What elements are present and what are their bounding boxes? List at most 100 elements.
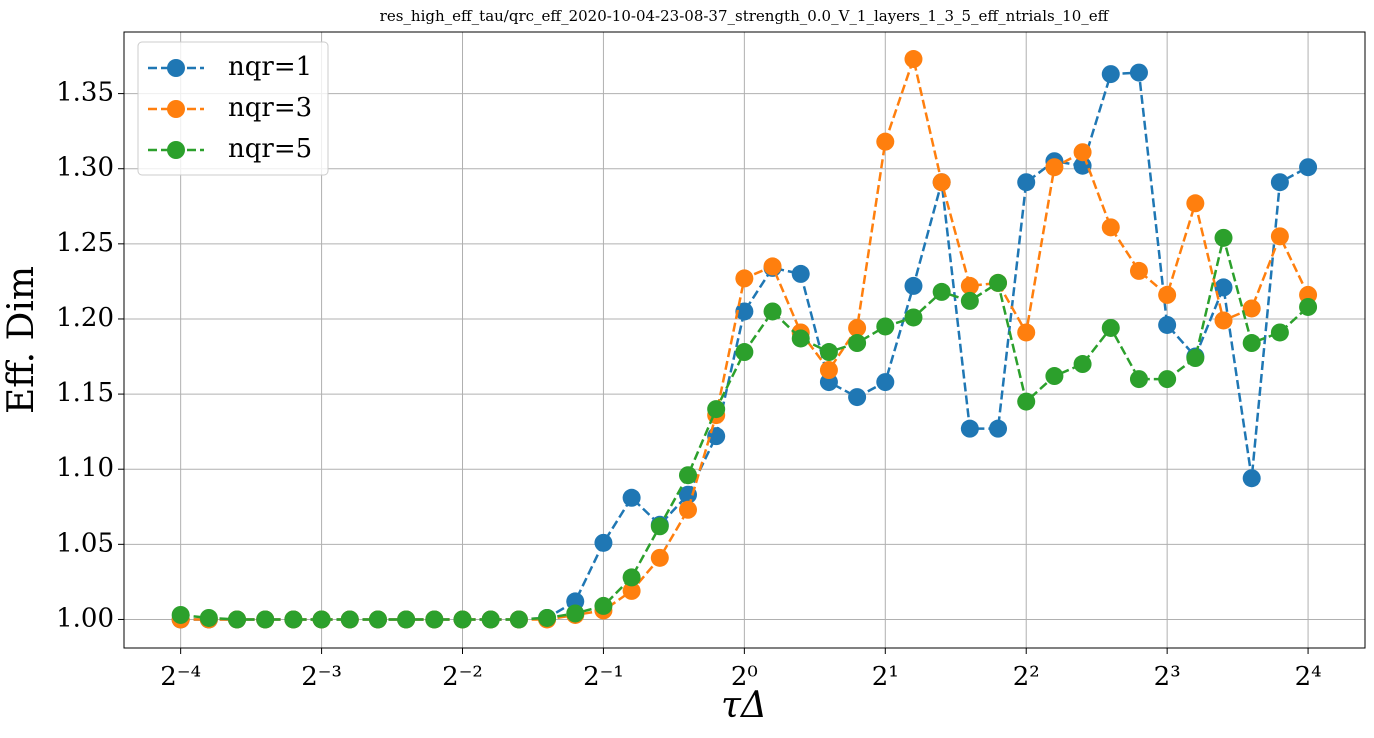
marker: [876, 317, 895, 336]
marker: [763, 302, 782, 321]
x-tick-label: 2⁻¹: [583, 662, 624, 692]
marker: [819, 361, 838, 380]
marker: [1045, 367, 1064, 386]
marker: [989, 273, 1008, 292]
marker: [340, 610, 359, 629]
marker: [171, 605, 190, 624]
marker: [622, 488, 641, 507]
marker: [678, 466, 697, 485]
x-tick-label: 2³: [1154, 662, 1181, 692]
marker: [1017, 392, 1036, 411]
marker: [848, 318, 867, 337]
x-tick-label: 2⁰: [731, 662, 758, 692]
marker: [1214, 228, 1233, 247]
marker: [932, 282, 951, 301]
marker: [453, 610, 472, 629]
y-tick-label: 1.05: [56, 528, 114, 558]
marker: [763, 257, 782, 276]
marker: [1242, 334, 1261, 353]
marker: [1073, 143, 1092, 162]
marker: [1045, 158, 1064, 177]
marker: [960, 276, 979, 295]
marker: [622, 581, 641, 600]
marker: [397, 610, 416, 629]
marker: [1186, 349, 1205, 368]
marker: [960, 291, 979, 310]
marker: [509, 610, 528, 629]
marker: [312, 610, 331, 629]
marker: [1242, 469, 1261, 488]
marker: [650, 517, 669, 536]
marker: [1299, 297, 1318, 316]
y-tick-label: 1.10: [56, 453, 114, 483]
marker: [876, 132, 895, 151]
marker: [1017, 173, 1036, 192]
marker: [228, 610, 247, 629]
x-tick-label: 2¹: [872, 662, 899, 692]
marker: [904, 276, 923, 295]
marker: [1214, 278, 1233, 297]
marker: [707, 427, 726, 446]
marker: [1214, 311, 1233, 330]
marker: [1073, 355, 1092, 374]
marker: [1186, 194, 1205, 213]
x-tick-label: 2⁻⁴: [160, 662, 201, 692]
marker: [678, 485, 697, 504]
marker: [594, 596, 613, 615]
x-axis-label: τΔ: [721, 685, 767, 726]
marker: [819, 343, 838, 362]
marker: [199, 608, 218, 627]
marker: [735, 302, 754, 321]
marker: [1158, 370, 1177, 389]
y-tick-label: 1.00: [56, 603, 114, 633]
marker: [1158, 315, 1177, 334]
legend-marker: [167, 59, 185, 77]
x-tick-label: 2⁻³: [301, 662, 342, 692]
marker: [707, 400, 726, 419]
marker: [848, 334, 867, 353]
legend-marker: [167, 141, 185, 159]
y-tick-label: 1.15: [56, 378, 114, 408]
marker: [1270, 227, 1289, 246]
marker: [791, 264, 810, 283]
x-tick-label: 2⁻²: [442, 662, 483, 692]
marker: [735, 343, 754, 362]
legend-label: nqr=5: [228, 134, 312, 164]
x-tick-label: 2⁴: [1295, 662, 1322, 692]
marker: [481, 610, 500, 629]
marker: [1158, 285, 1177, 304]
marker: [1270, 323, 1289, 342]
legend-label: nqr=3: [228, 93, 312, 123]
marker: [1017, 323, 1036, 342]
marker: [904, 308, 923, 327]
chart-title: res_high_eff_tau/qrc_eff_2020-10-04-23-0…: [380, 7, 1110, 25]
marker: [256, 610, 275, 629]
legend-label: nqr=1: [228, 52, 312, 82]
x-tick-label: 2²: [1013, 662, 1040, 692]
marker: [1129, 261, 1148, 280]
marker: [735, 269, 754, 288]
marker: [876, 373, 895, 392]
marker: [1101, 65, 1120, 84]
marker: [1129, 370, 1148, 389]
marker: [791, 329, 810, 348]
marker: [1270, 173, 1289, 192]
marker: [989, 419, 1008, 438]
marker: [594, 533, 613, 552]
legend-box: [137, 41, 329, 176]
marker: [650, 548, 669, 567]
marker: [538, 608, 557, 627]
marker: [1129, 63, 1148, 82]
marker: [566, 604, 585, 623]
marker: [1101, 318, 1120, 337]
y-tick-label: 1.35: [56, 78, 114, 108]
marker: [425, 610, 444, 629]
marker: [960, 419, 979, 438]
marker: [848, 388, 867, 407]
marker: [904, 50, 923, 69]
y-tick-label: 1.30: [56, 153, 114, 183]
legend-marker: [167, 100, 185, 118]
marker: [368, 610, 387, 629]
y-axis-label: Eff. Dim: [1, 266, 42, 414]
